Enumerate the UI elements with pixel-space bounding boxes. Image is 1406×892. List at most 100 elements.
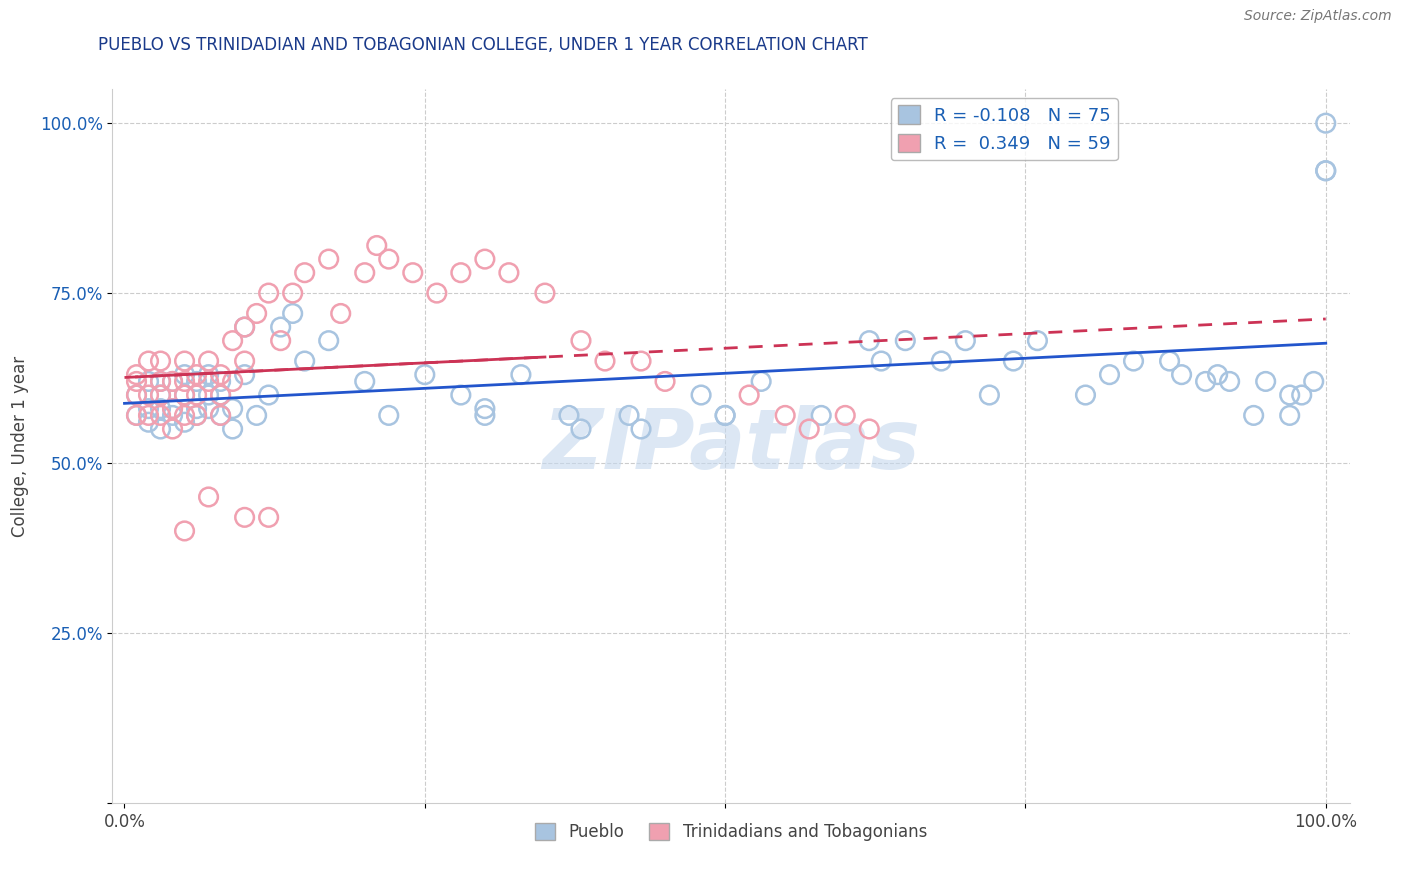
Point: [281, 286, 304, 301]
Point: [558, 409, 581, 423]
Point: [1219, 375, 1241, 389]
Point: [294, 266, 316, 280]
Point: [138, 409, 160, 423]
Point: [931, 354, 953, 368]
Point: [474, 252, 496, 266]
Point: [690, 388, 713, 402]
Point: [149, 422, 172, 436]
Point: [138, 375, 160, 389]
Point: [221, 334, 243, 348]
Point: [162, 409, 184, 423]
Point: [1254, 375, 1277, 389]
Point: [246, 306, 269, 320]
Point: [270, 320, 292, 334]
Point: [125, 409, 148, 423]
Point: [617, 409, 640, 423]
Point: [749, 375, 772, 389]
Point: [197, 490, 219, 504]
Point: [1159, 354, 1181, 368]
Point: [173, 388, 195, 402]
Point: [173, 415, 195, 429]
Point: [738, 388, 761, 402]
Point: [209, 388, 232, 402]
Point: [270, 334, 292, 348]
Point: [810, 409, 832, 423]
Point: [257, 286, 280, 301]
Point: [186, 401, 208, 416]
Point: [366, 238, 388, 252]
Point: [353, 266, 375, 280]
Point: [138, 354, 160, 368]
Point: [281, 306, 304, 320]
Y-axis label: College, Under 1 year: College, Under 1 year: [11, 355, 28, 537]
Point: [173, 354, 195, 368]
Point: [233, 510, 256, 524]
Point: [209, 368, 232, 382]
Point: [162, 401, 184, 416]
Point: [1315, 116, 1337, 130]
Point: [149, 388, 172, 402]
Point: [233, 320, 256, 334]
Point: [221, 375, 243, 389]
Point: [233, 354, 256, 368]
Point: [979, 388, 1001, 402]
Point: [1278, 409, 1301, 423]
Point: [450, 388, 472, 402]
Point: [233, 320, 256, 334]
Point: [209, 409, 232, 423]
Point: [125, 388, 148, 402]
Point: [186, 388, 208, 402]
Point: [318, 252, 340, 266]
Point: [173, 409, 195, 423]
Point: [138, 401, 160, 416]
Point: [197, 375, 219, 389]
Point: [858, 422, 880, 436]
Point: [1315, 163, 1337, 178]
Text: Source: ZipAtlas.com: Source: ZipAtlas.com: [1244, 9, 1392, 23]
Text: PUEBLO VS TRINIDADIAN AND TOBAGONIAN COLLEGE, UNDER 1 YEAR CORRELATION CHART: PUEBLO VS TRINIDADIAN AND TOBAGONIAN COL…: [98, 36, 868, 54]
Point: [1302, 375, 1324, 389]
Point: [534, 286, 557, 301]
Point: [162, 375, 184, 389]
Point: [654, 375, 676, 389]
Point: [173, 368, 195, 382]
Point: [149, 375, 172, 389]
Point: [186, 368, 208, 382]
Point: [257, 510, 280, 524]
Point: [1122, 354, 1144, 368]
Point: [413, 368, 436, 382]
Point: [1026, 334, 1049, 348]
Point: [834, 409, 856, 423]
Point: [1206, 368, 1229, 382]
Point: [773, 409, 796, 423]
Point: [162, 422, 184, 436]
Point: [630, 354, 652, 368]
Point: [257, 388, 280, 402]
Point: [246, 409, 269, 423]
Point: [509, 368, 531, 382]
Point: [197, 354, 219, 368]
Point: [209, 388, 232, 402]
Point: [870, 354, 893, 368]
Point: [714, 409, 737, 423]
Point: [593, 354, 616, 368]
Point: [474, 401, 496, 416]
Point: [955, 334, 977, 348]
Point: [173, 388, 195, 402]
Point: [138, 388, 160, 402]
Point: [197, 368, 219, 382]
Point: [894, 334, 917, 348]
Point: [426, 286, 449, 301]
Point: [197, 401, 219, 416]
Point: [125, 375, 148, 389]
Point: [149, 401, 172, 416]
Point: [162, 401, 184, 416]
Point: [1074, 388, 1097, 402]
Point: [714, 409, 737, 423]
Point: [186, 409, 208, 423]
Point: [402, 266, 425, 280]
Point: [221, 422, 243, 436]
Point: [233, 368, 256, 382]
Point: [186, 409, 208, 423]
Point: [125, 368, 148, 382]
